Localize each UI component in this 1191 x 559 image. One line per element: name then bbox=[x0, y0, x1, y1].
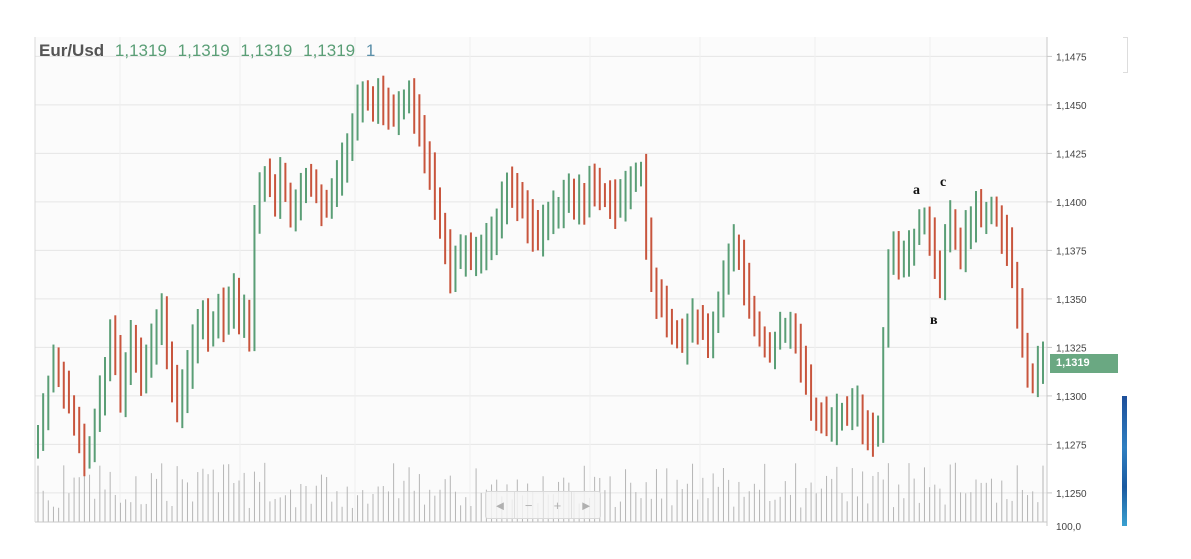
volume-axis-label: 100,0 bbox=[1056, 522, 1081, 533]
open-value: 1,1319 bbox=[114, 41, 167, 60]
y-tick-label: 1,1350 bbox=[1056, 295, 1087, 306]
annotation-b: в bbox=[930, 313, 938, 328]
zoom-out-button[interactable]: − bbox=[515, 492, 544, 518]
y-tick-label: 1,1450 bbox=[1056, 101, 1087, 112]
annotation-a: a bbox=[913, 183, 920, 198]
y-tick-label: 1,1300 bbox=[1056, 392, 1087, 403]
y-tick-label: 1,1475 bbox=[1056, 52, 1087, 63]
panel-edge bbox=[1123, 37, 1128, 73]
scroll-left-button[interactable]: ◄ bbox=[486, 492, 515, 518]
y-tick-label: 1,1325 bbox=[1056, 343, 1087, 354]
volume-value: 1 bbox=[365, 41, 376, 60]
side-strip bbox=[1122, 396, 1127, 526]
y-tick-label: 1,1375 bbox=[1056, 246, 1087, 257]
y-tick-label: 1,1250 bbox=[1056, 489, 1087, 500]
chart-navigator: ◄ − + ► bbox=[485, 491, 601, 519]
annotation-c: c bbox=[940, 175, 947, 190]
zoom-in-button[interactable]: + bbox=[544, 492, 573, 518]
scroll-right-button[interactable]: ► bbox=[579, 497, 593, 513]
low-value: 1,1319 bbox=[240, 41, 293, 60]
plot-area bbox=[35, 37, 1047, 522]
chart-header: Eur/Usd 1,1319 1,1319 1,1319 1,1319 1 bbox=[39, 41, 375, 61]
last-price-tag: 1,1319 bbox=[1050, 354, 1118, 373]
y-tick-label: 1,1425 bbox=[1056, 149, 1087, 160]
high-value: 1,1319 bbox=[177, 41, 230, 60]
y-tick-label: 1,1400 bbox=[1056, 198, 1087, 209]
y-tick-label: 1,1275 bbox=[1056, 440, 1087, 451]
close-value: 1,1319 bbox=[303, 41, 356, 60]
symbol-label: Eur/Usd bbox=[39, 41, 105, 60]
